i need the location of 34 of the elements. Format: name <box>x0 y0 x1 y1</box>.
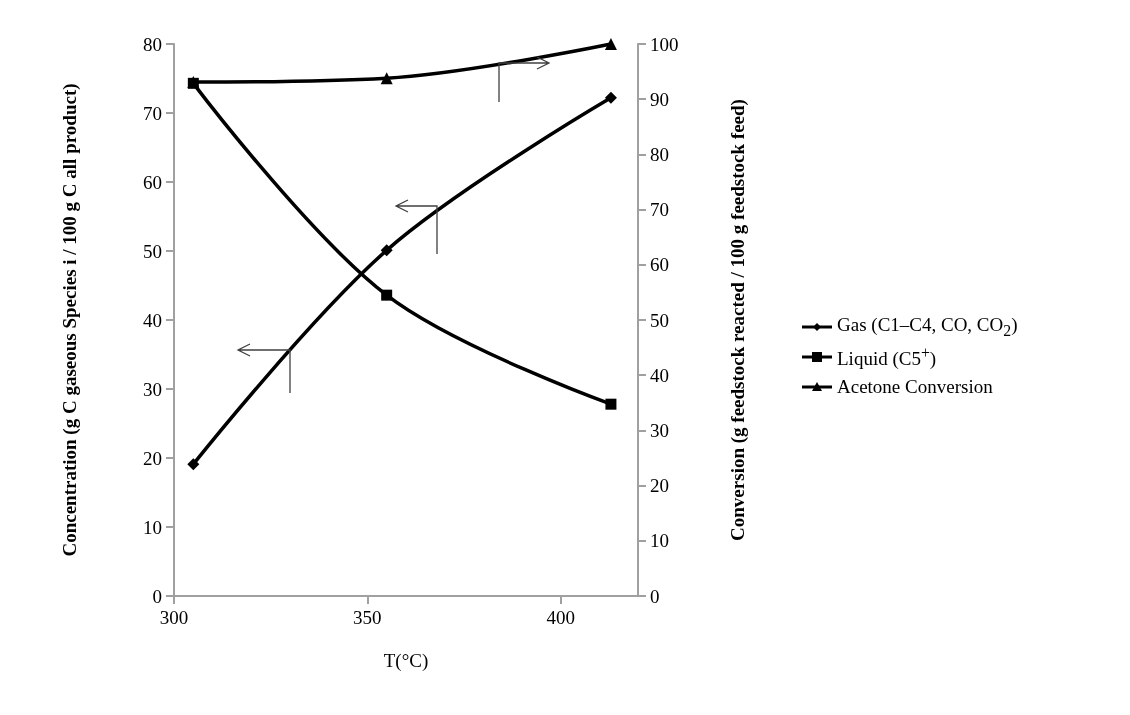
x-tick-label: 350 <box>353 607 382 628</box>
y2-tick-label: 80 <box>650 143 669 165</box>
x-tick-label: 300 <box>159 607 189 628</box>
y-tick-label: 40 <box>143 309 162 331</box>
y2-tick-label: 30 <box>650 419 669 441</box>
y2-tick-label: 10 <box>650 530 669 552</box>
legend-label: Acetone Conversion <box>837 376 993 398</box>
y2-tick-label: 90 <box>650 88 669 110</box>
x-tick-label: 400 <box>546 607 575 628</box>
y-tick-label: 50 <box>143 240 162 262</box>
y2-tick-label: 40 <box>650 364 669 386</box>
legend-label: Gas (C1–C4, CO, CO$_{2}$) <box>837 314 1018 340</box>
point <box>380 244 393 257</box>
y-tick-label: 70 <box>143 102 162 124</box>
y2-tick-label: 20 <box>650 475 669 497</box>
y-tick-label: 20 <box>143 447 162 469</box>
y-tick-label: 0 <box>152 585 162 607</box>
y-tick-label: 30 <box>143 378 162 400</box>
x-axis-title: T(°C) <box>383 650 429 672</box>
y-axis-title: Concentration (g C gaseous Species i / 100 g C all product) <box>59 83 81 557</box>
point <box>604 91 617 104</box>
y2-tick-label: 60 <box>650 254 669 276</box>
point <box>381 289 393 301</box>
y2-tick-label: 50 <box>650 309 669 331</box>
point <box>605 398 617 410</box>
point <box>187 458 200 471</box>
y-tick-label: 10 <box>143 516 162 538</box>
y2-tick-label: 0 <box>650 585 660 607</box>
y2-axis-title: Conversion (g feedstock reacted / 100 g feedstock feed) <box>727 99 749 541</box>
legend-label: Liquid (C5$^{+}$) <box>837 343 937 371</box>
y-tick-label: 60 <box>143 171 162 193</box>
y-tick-label: 80 <box>143 33 162 55</box>
y2-tick-label: 100 <box>650 33 679 55</box>
y2-tick-label: 70 <box>650 199 669 221</box>
